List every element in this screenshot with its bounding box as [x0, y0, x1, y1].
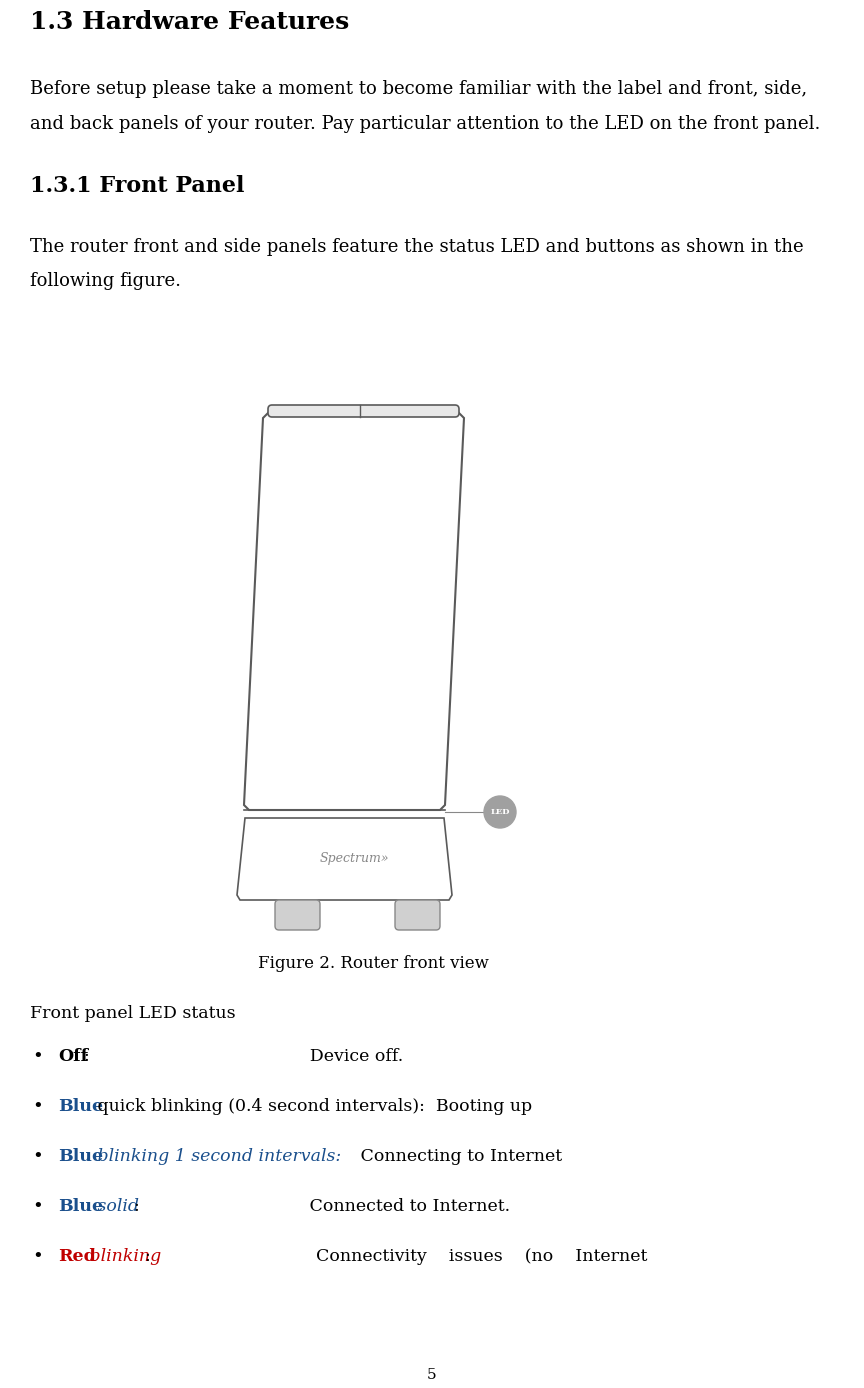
- PathPatch shape: [244, 409, 464, 811]
- Text: following figure.: following figure.: [30, 272, 181, 290]
- FancyBboxPatch shape: [275, 899, 320, 930]
- Text: The router front and side panels feature the status LED and buttons as shown in : The router front and side panels feature…: [30, 237, 804, 255]
- Text: solid: solid: [92, 1198, 139, 1214]
- Circle shape: [484, 795, 516, 829]
- Text: 1.3 Hardware Features: 1.3 Hardware Features: [30, 10, 349, 33]
- Text: 5: 5: [427, 1369, 437, 1382]
- Text: •: •: [33, 1148, 43, 1166]
- Text: Connectivity    issues    (no    Internet: Connectivity issues (no Internet: [150, 1248, 647, 1264]
- Text: Before setup please take a moment to become familiar with the label and front, s: Before setup please take a moment to bec…: [30, 81, 807, 99]
- Text: 1.3.1 Front Panel: 1.3.1 Front Panel: [30, 175, 245, 197]
- Text: •: •: [33, 1098, 43, 1116]
- Text: :                                        Device off.: : Device off.: [84, 1048, 403, 1065]
- FancyBboxPatch shape: [268, 405, 459, 416]
- Text: LED: LED: [490, 808, 510, 816]
- Text: :: :: [133, 1198, 138, 1214]
- PathPatch shape: [237, 818, 452, 899]
- Text: blinking: blinking: [84, 1248, 161, 1264]
- Text: Blue: Blue: [58, 1198, 103, 1214]
- Text: blinking 1 second intervals:: blinking 1 second intervals:: [92, 1148, 341, 1165]
- Text: Connecting to Internet: Connecting to Internet: [289, 1148, 562, 1165]
- Text: Spectrum»: Spectrum»: [320, 851, 389, 865]
- Text: quick blinking (0.4 second intervals):  Booting up: quick blinking (0.4 second intervals): B…: [92, 1098, 532, 1115]
- Text: Red: Red: [58, 1248, 96, 1264]
- Text: •: •: [33, 1248, 43, 1266]
- FancyBboxPatch shape: [395, 899, 440, 930]
- Text: Blue: Blue: [58, 1098, 103, 1115]
- Text: •: •: [33, 1048, 43, 1066]
- Text: :: :: [144, 1248, 150, 1264]
- Text: Figure 2. Router front view: Figure 2. Router front view: [258, 955, 489, 972]
- Text: Off: Off: [58, 1048, 88, 1065]
- Text: Front panel LED status: Front panel LED status: [30, 1005, 236, 1022]
- Text: •: •: [33, 1198, 43, 1216]
- Text: Connected to Internet.: Connected to Internet.: [139, 1198, 510, 1214]
- Text: and back panels of your router. Pay particular attention to the LED on the front: and back panels of your router. Pay part…: [30, 115, 821, 133]
- Text: Blue: Blue: [58, 1148, 103, 1165]
